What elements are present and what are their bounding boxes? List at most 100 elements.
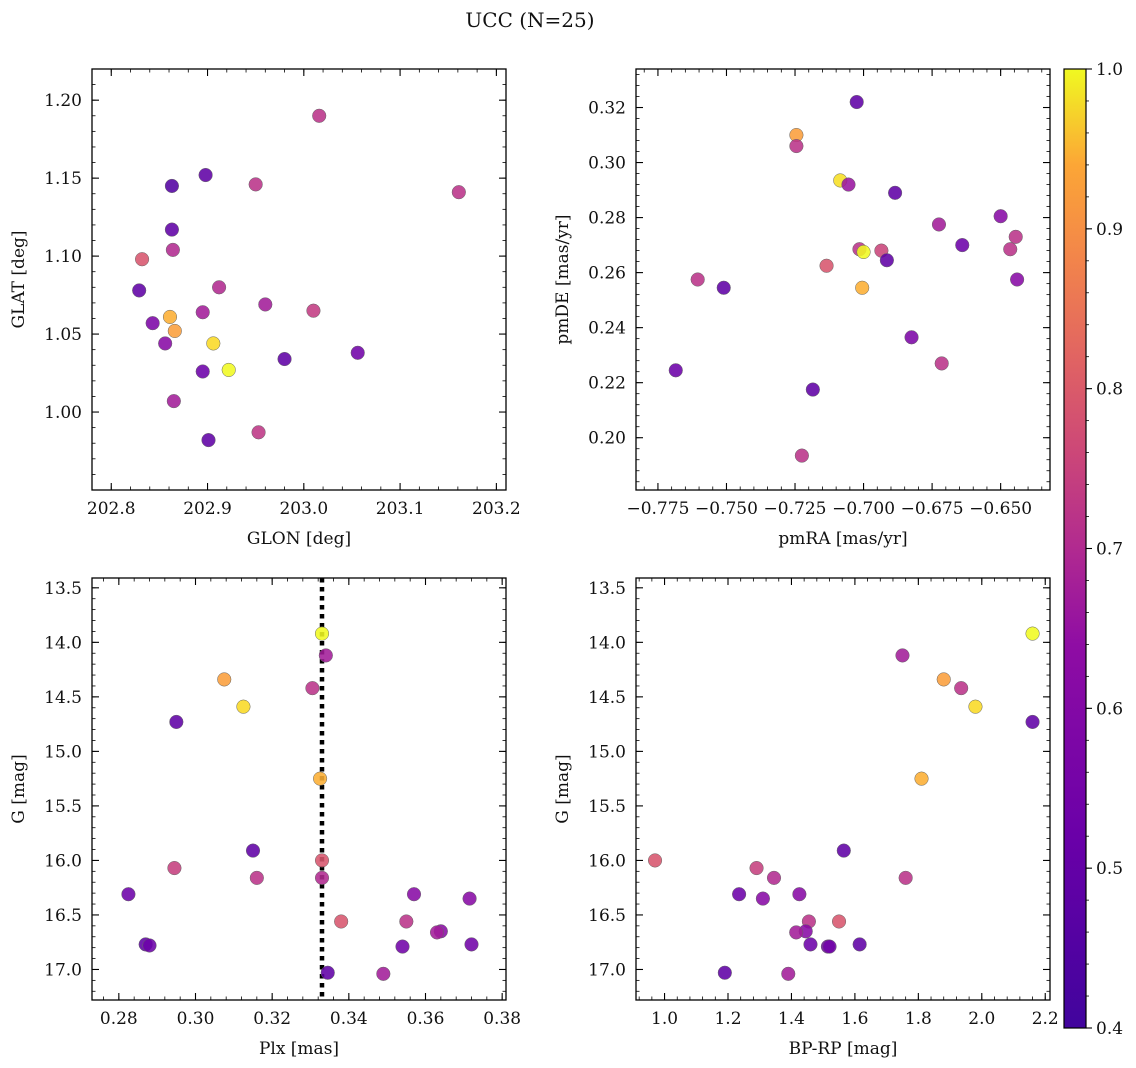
x-tick-label: 0.28 — [100, 1009, 138, 1029]
y-tick-label: 17.0 — [44, 960, 82, 980]
y-tick-label: 14.0 — [44, 633, 82, 653]
data-point — [350, 345, 365, 360]
y-tick-label: 0.22 — [588, 374, 626, 394]
x-tick-label: 0.32 — [253, 1009, 291, 1029]
y-axis-label: pmDE [mas/yr] — [553, 214, 573, 344]
data-point — [898, 870, 913, 885]
data-point — [805, 382, 820, 397]
data-point — [749, 861, 764, 876]
y-tick-label: 16.0 — [44, 851, 82, 871]
panel-glon-glat: 202.8 202.9 203.0 203.1 203.2 1.00 1.05 1.10 1.1… — [9, 68, 521, 549]
y-tick-label: 0.20 — [588, 429, 626, 449]
data-point — [206, 336, 221, 351]
data-point — [248, 177, 263, 192]
data-point — [314, 853, 330, 868]
data-point — [717, 965, 732, 980]
y-tick-label: 1.05 — [44, 325, 82, 345]
data-point — [841, 177, 856, 192]
data-point — [954, 681, 969, 696]
colorbar-tick-label: 0.7 — [1096, 540, 1123, 560]
data-point — [792, 887, 807, 902]
data-point — [251, 425, 266, 440]
colorbar-tick-label: 0.8 — [1096, 380, 1123, 400]
data-point — [395, 939, 410, 954]
x-tick-label: −0.675 — [901, 499, 964, 519]
data-point — [334, 914, 349, 929]
data-point — [803, 937, 818, 952]
x-tick-label: 203.2 — [472, 499, 521, 519]
x-tick-label: 202.8 — [87, 499, 136, 519]
data-point — [221, 362, 236, 377]
data-point — [647, 853, 663, 868]
data-point — [314, 626, 330, 641]
data-point — [852, 937, 867, 952]
x-tick-label: 202.9 — [183, 499, 232, 519]
data-point — [914, 771, 929, 786]
data-point — [856, 244, 871, 260]
plot-frame — [635, 577, 1051, 1001]
y-axis-label: GLAT [deg] — [9, 230, 29, 328]
y-tick-label: 0.30 — [588, 154, 626, 174]
data-point — [142, 938, 157, 953]
x-tick-label: 203.1 — [376, 499, 425, 519]
data-point — [755, 891, 770, 906]
y-tick-label: 16.5 — [44, 906, 82, 926]
y-tick-label: 0.32 — [588, 99, 626, 119]
x-axis-label: pmRA [mas/yr] — [778, 529, 907, 549]
data-point — [462, 891, 477, 906]
data-point — [277, 351, 292, 367]
figure-title: UCC (N=25) — [465, 8, 594, 32]
data-point — [121, 887, 136, 902]
colorbar-tick-label: 1.0 — [1096, 60, 1123, 80]
plot-frame — [91, 577, 507, 1001]
colorbar-tick-label: 0.9 — [1096, 220, 1123, 240]
data-point — [789, 138, 804, 154]
data-point — [993, 209, 1008, 224]
colorbar-tick-label: 0.5 — [1096, 859, 1123, 879]
data-point — [198, 167, 213, 183]
y-tick-label: 14.5 — [588, 688, 626, 708]
data-point — [167, 323, 182, 339]
data-point — [165, 242, 180, 257]
data-point — [314, 870, 330, 885]
data-point — [245, 843, 261, 858]
y-tick-label: 17.0 — [588, 960, 626, 980]
y-tick-label: 13.5 — [588, 579, 626, 599]
data-point — [195, 305, 210, 320]
x-tick-label: −0.700 — [832, 499, 895, 519]
data-point — [1025, 626, 1040, 641]
data-point — [158, 336, 173, 351]
data-point — [169, 714, 184, 729]
data-point — [822, 939, 837, 954]
x-axis-label: GLON [deg] — [247, 529, 351, 549]
data-point — [732, 887, 747, 902]
y-tick-label: 0.24 — [588, 319, 626, 339]
data-point — [879, 253, 894, 268]
panel-plx-g: 0.28 0.30 0.32 0.34 0.36 0.38 13.5 14.0 14.5 15.0… — [9, 577, 521, 1059]
colorbar: 0.4 0.5 0.6 0.7 0.8 0.9 1.0 — [1063, 60, 1123, 1039]
x-tick-label: 203.0 — [279, 499, 328, 519]
x-tick-label: 0.30 — [177, 1009, 215, 1029]
data-point — [931, 217, 947, 232]
data-point — [766, 870, 782, 885]
x-tick-label: 2.0 — [968, 1009, 995, 1029]
data-point — [855, 280, 870, 295]
x-tick-label: −0.650 — [969, 499, 1032, 519]
y-tick-label: 1.00 — [44, 403, 82, 423]
data-point — [376, 966, 391, 981]
data-point — [781, 966, 796, 981]
data-point — [166, 394, 181, 409]
y-tick-label: 15.0 — [44, 742, 82, 762]
y-axis-label: G [mag] — [553, 754, 573, 823]
x-axis-label: BP-RP [mag] — [789, 1039, 898, 1059]
data-point — [849, 94, 864, 110]
x-tick-label: 1.6 — [841, 1009, 868, 1029]
data-point — [313, 771, 328, 786]
data-point — [167, 861, 182, 876]
y-tick-label: 1.10 — [44, 247, 82, 267]
data-point — [1010, 272, 1025, 287]
y-tick-label: 0.28 — [588, 209, 626, 229]
colorbar-gradient — [1063, 68, 1087, 1029]
data-point — [201, 433, 216, 448]
